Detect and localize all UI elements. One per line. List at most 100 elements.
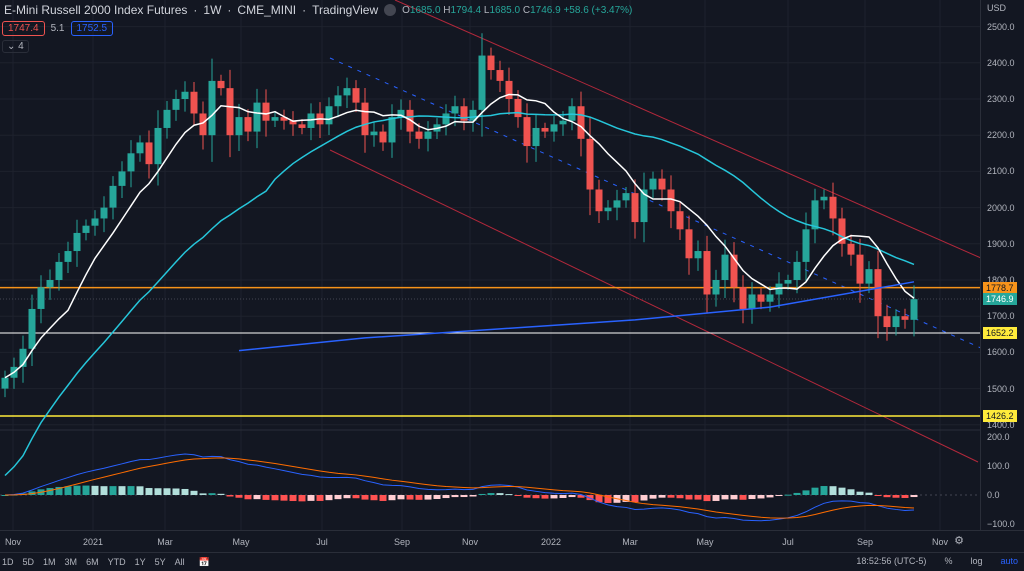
candle-body [262, 102, 270, 121]
macd-histogram-bar [847, 489, 855, 495]
price-label: 2300.0 [987, 94, 1015, 104]
range-3m[interactable]: 3M [64, 557, 78, 567]
currency-label: USD [987, 3, 1007, 13]
price-label: 1700.0 [987, 311, 1015, 322]
interval[interactable]: 1W [203, 3, 222, 17]
candle-body [325, 106, 333, 125]
candle-body [901, 316, 909, 320]
candle-body [640, 189, 648, 223]
macd-histogram-bar [820, 486, 828, 495]
macd-histogram-bar [910, 495, 918, 498]
price-label: 1500.0 [987, 383, 1015, 394]
range-1m[interactable]: 1M [43, 557, 56, 567]
price-chart[interactable] [0, 0, 980, 530]
macd-histogram-bar [343, 495, 351, 499]
candle-body [793, 261, 801, 280]
candle-body [460, 106, 468, 121]
auto-toggle[interactable]: auto [1000, 556, 1018, 566]
candle-body [739, 287, 747, 309]
macd-histogram-bar [874, 495, 882, 496]
symbol-title[interactable]: E-Mini Russell 2000 Index Futures [4, 3, 188, 17]
macd-histogram-bar [271, 495, 279, 501]
candle-body [415, 131, 423, 139]
macd-histogram-bar [316, 495, 324, 501]
bottom-toolbar: 1D 5D 1M 3M 6M YTD 1Y 5Y All 📅 18:52:56 (UTC-5) … [0, 552, 1024, 571]
price-label: 1800.0 [987, 275, 1015, 285]
candle-body [631, 193, 639, 223]
candle-body [505, 80, 513, 99]
range-5y[interactable]: 5Y [154, 557, 166, 567]
candle-body [550, 124, 558, 132]
candle-body [361, 102, 369, 136]
range-1d[interactable]: 1D [2, 557, 14, 567]
signal-line [4, 457, 915, 519]
candle-body [613, 200, 621, 208]
macd-histogram-bar [856, 491, 864, 495]
candle-body [469, 109, 477, 121]
candle-body [820, 196, 828, 201]
macd-histogram-bar [145, 488, 153, 495]
macd-histogram-bar [892, 495, 900, 498]
range-ytd[interactable]: YTD [107, 557, 126, 567]
clock: 18:52:56 (UTC-5) [856, 556, 927, 566]
macd-histogram-bar [469, 495, 477, 497]
candle-body [334, 95, 342, 107]
macd-histogram-bar [478, 493, 486, 495]
range-5d[interactable]: 5D [22, 557, 35, 567]
buy-button[interactable]: 1752.5 [70, 21, 114, 36]
sell-button[interactable]: 1747.4 [2, 21, 45, 36]
macd-histogram-bar [622, 495, 630, 502]
macd-histogram-bar [865, 492, 873, 495]
candle-body [838, 218, 846, 244]
log-toggle[interactable]: log [970, 556, 983, 566]
percent-toggle[interactable]: % [944, 556, 953, 566]
minimize-icon[interactable] [384, 4, 397, 16]
price-tag: 1652.2 [983, 327, 1017, 339]
macd-histogram-bar [604, 495, 612, 504]
macd-histogram-bar [415, 495, 423, 500]
time-label: Mar [622, 537, 638, 547]
time-axis[interactable]: ⚙ Nov 2021 Mar May Jul Sep Nov 2022 Mar May Jul Sep… [0, 530, 1024, 552]
candle-body [658, 178, 666, 190]
time-label: May [232, 537, 250, 547]
macd-histogram-bar [568, 495, 576, 498]
candle-body [190, 91, 198, 114]
candle-body [523, 117, 531, 147]
candle-body [397, 109, 405, 118]
candle-body [109, 185, 117, 208]
settings-icon[interactable]: ⚙ [954, 535, 964, 547]
candle-body [370, 131, 378, 136]
macd-histogram-bar [775, 495, 783, 496]
candle-body [487, 55, 495, 71]
candle-body [235, 117, 243, 136]
macd-histogram-bar [118, 486, 126, 495]
ma-20-line [4, 93, 915, 379]
time-label: Sep [856, 537, 874, 547]
indicators-toggle[interactable]: ⌄ 4 [2, 40, 29, 53]
range-6m[interactable]: 6M [86, 557, 99, 567]
candle-body [19, 348, 27, 367]
macd-histogram-bar [838, 487, 846, 495]
lower-trendline [329, 149, 979, 463]
macd-histogram-bar [181, 488, 189, 495]
macd-line [4, 453, 915, 522]
time-label: Jul [782, 537, 794, 547]
macd-histogram-bar [226, 495, 234, 497]
time-label: 2021 [82, 537, 104, 547]
exchange: CME_MINI [237, 3, 297, 17]
candle-body [514, 99, 522, 118]
candle-body [118, 171, 126, 186]
macd-histogram-bar [190, 490, 198, 495]
candle-body [847, 243, 855, 255]
range-1y[interactable]: 1Y [134, 557, 146, 567]
candle-body [721, 254, 729, 280]
range-all[interactable]: All [174, 557, 185, 567]
ma-200-line [238, 281, 915, 352]
candle-body [910, 299, 918, 320]
macd-histogram-bar [280, 495, 288, 501]
price-label: 2500.0 [987, 21, 1015, 32]
price-axis[interactable]: USD 2500.0 2400.0 2300.0 2200.0 2100.0 2000.0… [980, 0, 1024, 530]
macd-histogram-bar [577, 495, 585, 498]
goto-date-icon[interactable]: 📅 [198, 556, 210, 567]
candle-body [307, 113, 315, 128]
